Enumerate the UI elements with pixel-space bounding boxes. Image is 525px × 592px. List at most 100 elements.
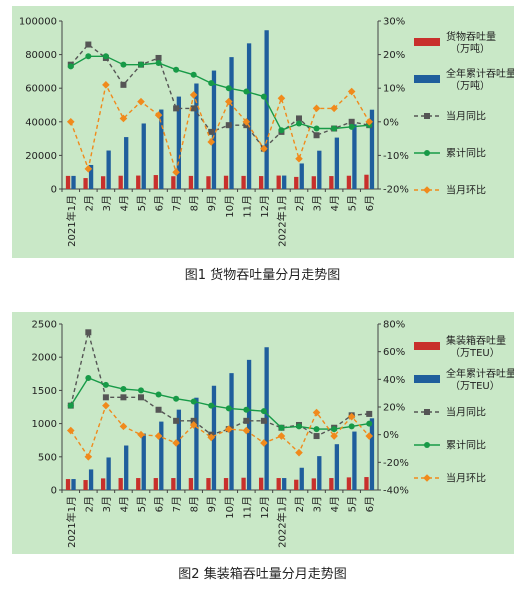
bar-cumulative (334, 137, 340, 189)
point-diamond (260, 439, 268, 447)
right-tick-label: 30% (383, 17, 405, 28)
bar-cumulative (369, 418, 375, 490)
bar-monthly (346, 175, 352, 189)
point-diamond (84, 453, 93, 461)
point-circle (278, 127, 285, 134)
point-diamond (207, 138, 216, 146)
bar-monthly (153, 478, 158, 490)
bar-monthly (153, 175, 158, 189)
point-diamond (295, 154, 303, 163)
bar-cumulative (159, 421, 164, 490)
point-diamond (119, 114, 128, 123)
point-diamond (154, 111, 163, 119)
x-tick-label: 5月 (347, 496, 359, 512)
bar-cumulative (141, 433, 146, 490)
bar-cumulative (106, 150, 111, 189)
x-tick-label: 10月 (224, 195, 236, 218)
x-tick-label: 4月 (118, 496, 130, 512)
legend-label: 当月同比 (446, 110, 486, 123)
left-tick-label: 40000 (25, 117, 57, 128)
right-tick-label: 0% (383, 430, 399, 441)
point-diamond (330, 104, 338, 113)
x-tick-label: 6月 (154, 195, 166, 211)
x-tick-label: 7月 (171, 496, 183, 512)
point-diamond (84, 165, 93, 173)
bar-cumulative (159, 109, 164, 189)
legend-label: 当月同比 (446, 406, 486, 419)
right-tick-label: 20% (383, 403, 405, 414)
bar-monthly (223, 478, 229, 490)
legend-marker (424, 409, 430, 415)
x-tick-label: 5月 (347, 195, 359, 211)
bar-cumulative (246, 359, 252, 490)
x-tick-label: 2022年1月 (275, 496, 288, 548)
point-square (85, 41, 92, 48)
x-tick-label: 3月 (312, 195, 324, 211)
left-tick-label: 2000 (32, 353, 57, 364)
point-square (313, 132, 320, 139)
x-tick-label: 6月 (364, 195, 376, 211)
x-tick-label: 8月 (189, 195, 201, 211)
bar-monthly (136, 478, 141, 490)
point-square (208, 128, 215, 135)
bar-monthly (258, 176, 264, 189)
left-tick-label: 1500 (32, 386, 57, 397)
right-tick-label: 60% (383, 347, 405, 358)
legend-label: 当月环比 (446, 184, 486, 197)
legend-label-line: （万吨） (450, 42, 490, 55)
legend-marker (423, 186, 431, 194)
point-square (260, 417, 267, 424)
point-circle (138, 61, 144, 68)
point-circle (313, 125, 320, 132)
bar-monthly (294, 176, 299, 189)
legend-label: 累计同比 (446, 147, 486, 160)
legend-label-line: 货物吞吐量 (446, 30, 496, 43)
point-diamond (154, 432, 163, 440)
x-tick-label: 2月 (83, 496, 95, 512)
bar-cumulative (334, 444, 340, 490)
point-square (190, 417, 197, 424)
bar-monthly (294, 479, 299, 490)
point-square (155, 54, 162, 61)
bar-monthly (241, 477, 246, 490)
legend-label: 货物吞吐量（万吨） (446, 30, 496, 55)
right-tick-label: 10% (383, 84, 405, 95)
point-square (313, 433, 320, 440)
point-circle (208, 80, 215, 87)
point-circle (331, 125, 338, 132)
point-diamond (312, 408, 321, 417)
bar-monthly (100, 478, 106, 490)
point-square (85, 329, 92, 336)
x-tick-label: 8月 (189, 496, 201, 512)
x-tick-label: 9月 (206, 496, 218, 512)
bar-monthly (65, 175, 71, 189)
left-tick-label: 60000 (25, 84, 57, 95)
x-tick-label: 2月 (294, 496, 306, 512)
bar-monthly (100, 176, 106, 189)
x-tick-label: 2021年1月 (65, 496, 78, 548)
left-tick-label: 500 (38, 452, 57, 463)
point-square (138, 394, 144, 401)
legend-label-line: （万吨） (450, 79, 490, 92)
bar-cumulative (124, 445, 129, 490)
point-square (366, 410, 373, 417)
x-tick-label: 2月 (294, 195, 306, 211)
point-square (120, 394, 127, 401)
point-circle (102, 381, 109, 388)
bar-monthly (329, 176, 334, 189)
point-diamond (189, 91, 198, 99)
bar-cumulative (282, 175, 287, 189)
point-diamond (137, 97, 145, 106)
left-tick-label: 1000 (32, 419, 57, 430)
bar-monthly (65, 479, 71, 490)
chart-1-caption: 图1 货物吞吐量分月走势图 (184, 268, 341, 283)
legend-label: 累计同比 (446, 439, 486, 452)
legend-swatch (414, 75, 440, 83)
bar-cumulative (299, 467, 304, 490)
x-tick-label: 3月 (312, 496, 324, 512)
bar-monthly (311, 478, 316, 490)
bar-monthly (83, 178, 88, 189)
x-tick-label: 4月 (118, 195, 130, 211)
x-tick-label: 5月 (136, 496, 148, 512)
point-diamond (242, 426, 251, 435)
